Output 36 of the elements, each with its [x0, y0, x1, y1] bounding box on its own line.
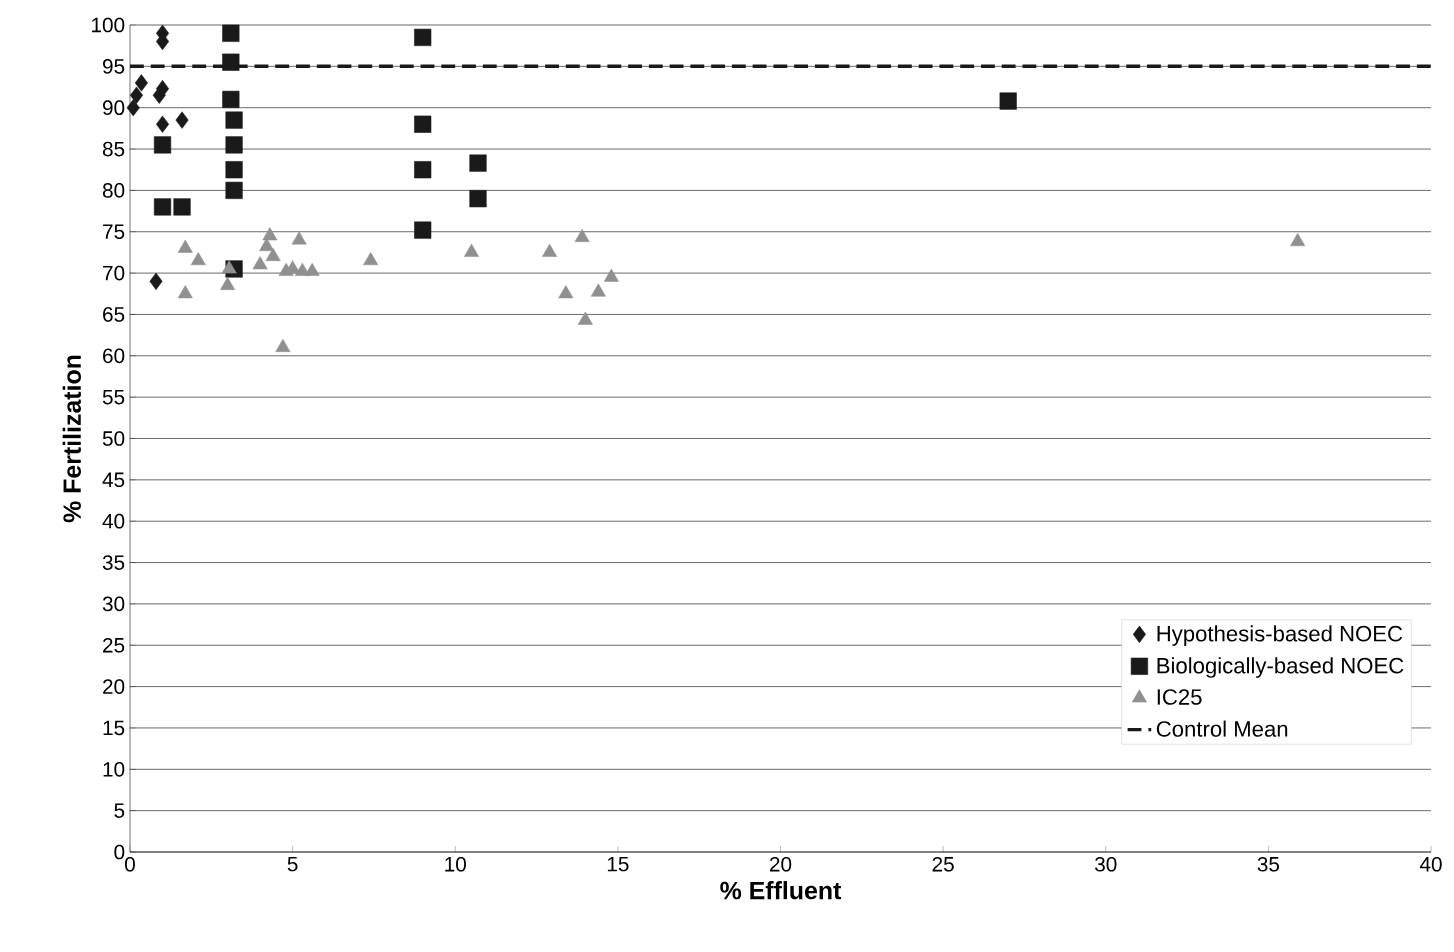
y-tick-label: 20 [103, 679, 125, 694]
y-tick-label: 95 [103, 58, 125, 74]
x-tick-label: 15 [607, 856, 629, 872]
legend-label: Hypothesis-based NOEC [1157, 625, 1403, 646]
legend-label: IC25 [1157, 689, 1202, 705]
x-tick-label: 25 [932, 856, 954, 872]
y-tick-label: 70 [103, 265, 125, 281]
y-tick-label: 0 [114, 844, 125, 860]
x-tick-label: 35 [1257, 856, 1280, 872]
y-tick-label: 60 [103, 348, 125, 364]
y-tick-label: 35 [102, 555, 125, 570]
y-tick-label: 85 [102, 141, 125, 157]
x-tick-label: 20 [770, 856, 792, 872]
y-tick-label: 55 [102, 389, 125, 405]
y-tick-label: 50 [102, 431, 125, 446]
y-tick-label: 65 [103, 307, 125, 322]
x-axis-title: % Effluent [720, 881, 842, 900]
y-tick-label: 45 [102, 472, 125, 488]
y-tick-label: 40 [102, 513, 125, 529]
x-tick-label: 0 [125, 856, 135, 872]
y-tick-label: 75 [103, 224, 125, 239]
y-tick-label: 100 [92, 17, 125, 33]
y-tick-label: 25 [103, 637, 125, 653]
y-axis-title: % Fertilization [62, 355, 81, 523]
y-tick-label: 90 [103, 100, 125, 116]
y-tick-label: 30 [102, 596, 125, 612]
legend-label: Control Mean [1156, 720, 1288, 737]
x-tick-label: 10 [445, 856, 466, 872]
x-tick-label: 40 [1419, 856, 1442, 872]
y-tick-label: 5 [114, 803, 125, 818]
y-tick-label: 80 [102, 183, 125, 198]
y-tick-label: 15 [103, 720, 125, 736]
x-tick-label: 5 [287, 856, 298, 872]
legend-label: Biologically-based NOEC [1157, 657, 1404, 678]
x-tick-label: 30 [1095, 856, 1117, 872]
y-tick-label: 10 [103, 761, 125, 777]
